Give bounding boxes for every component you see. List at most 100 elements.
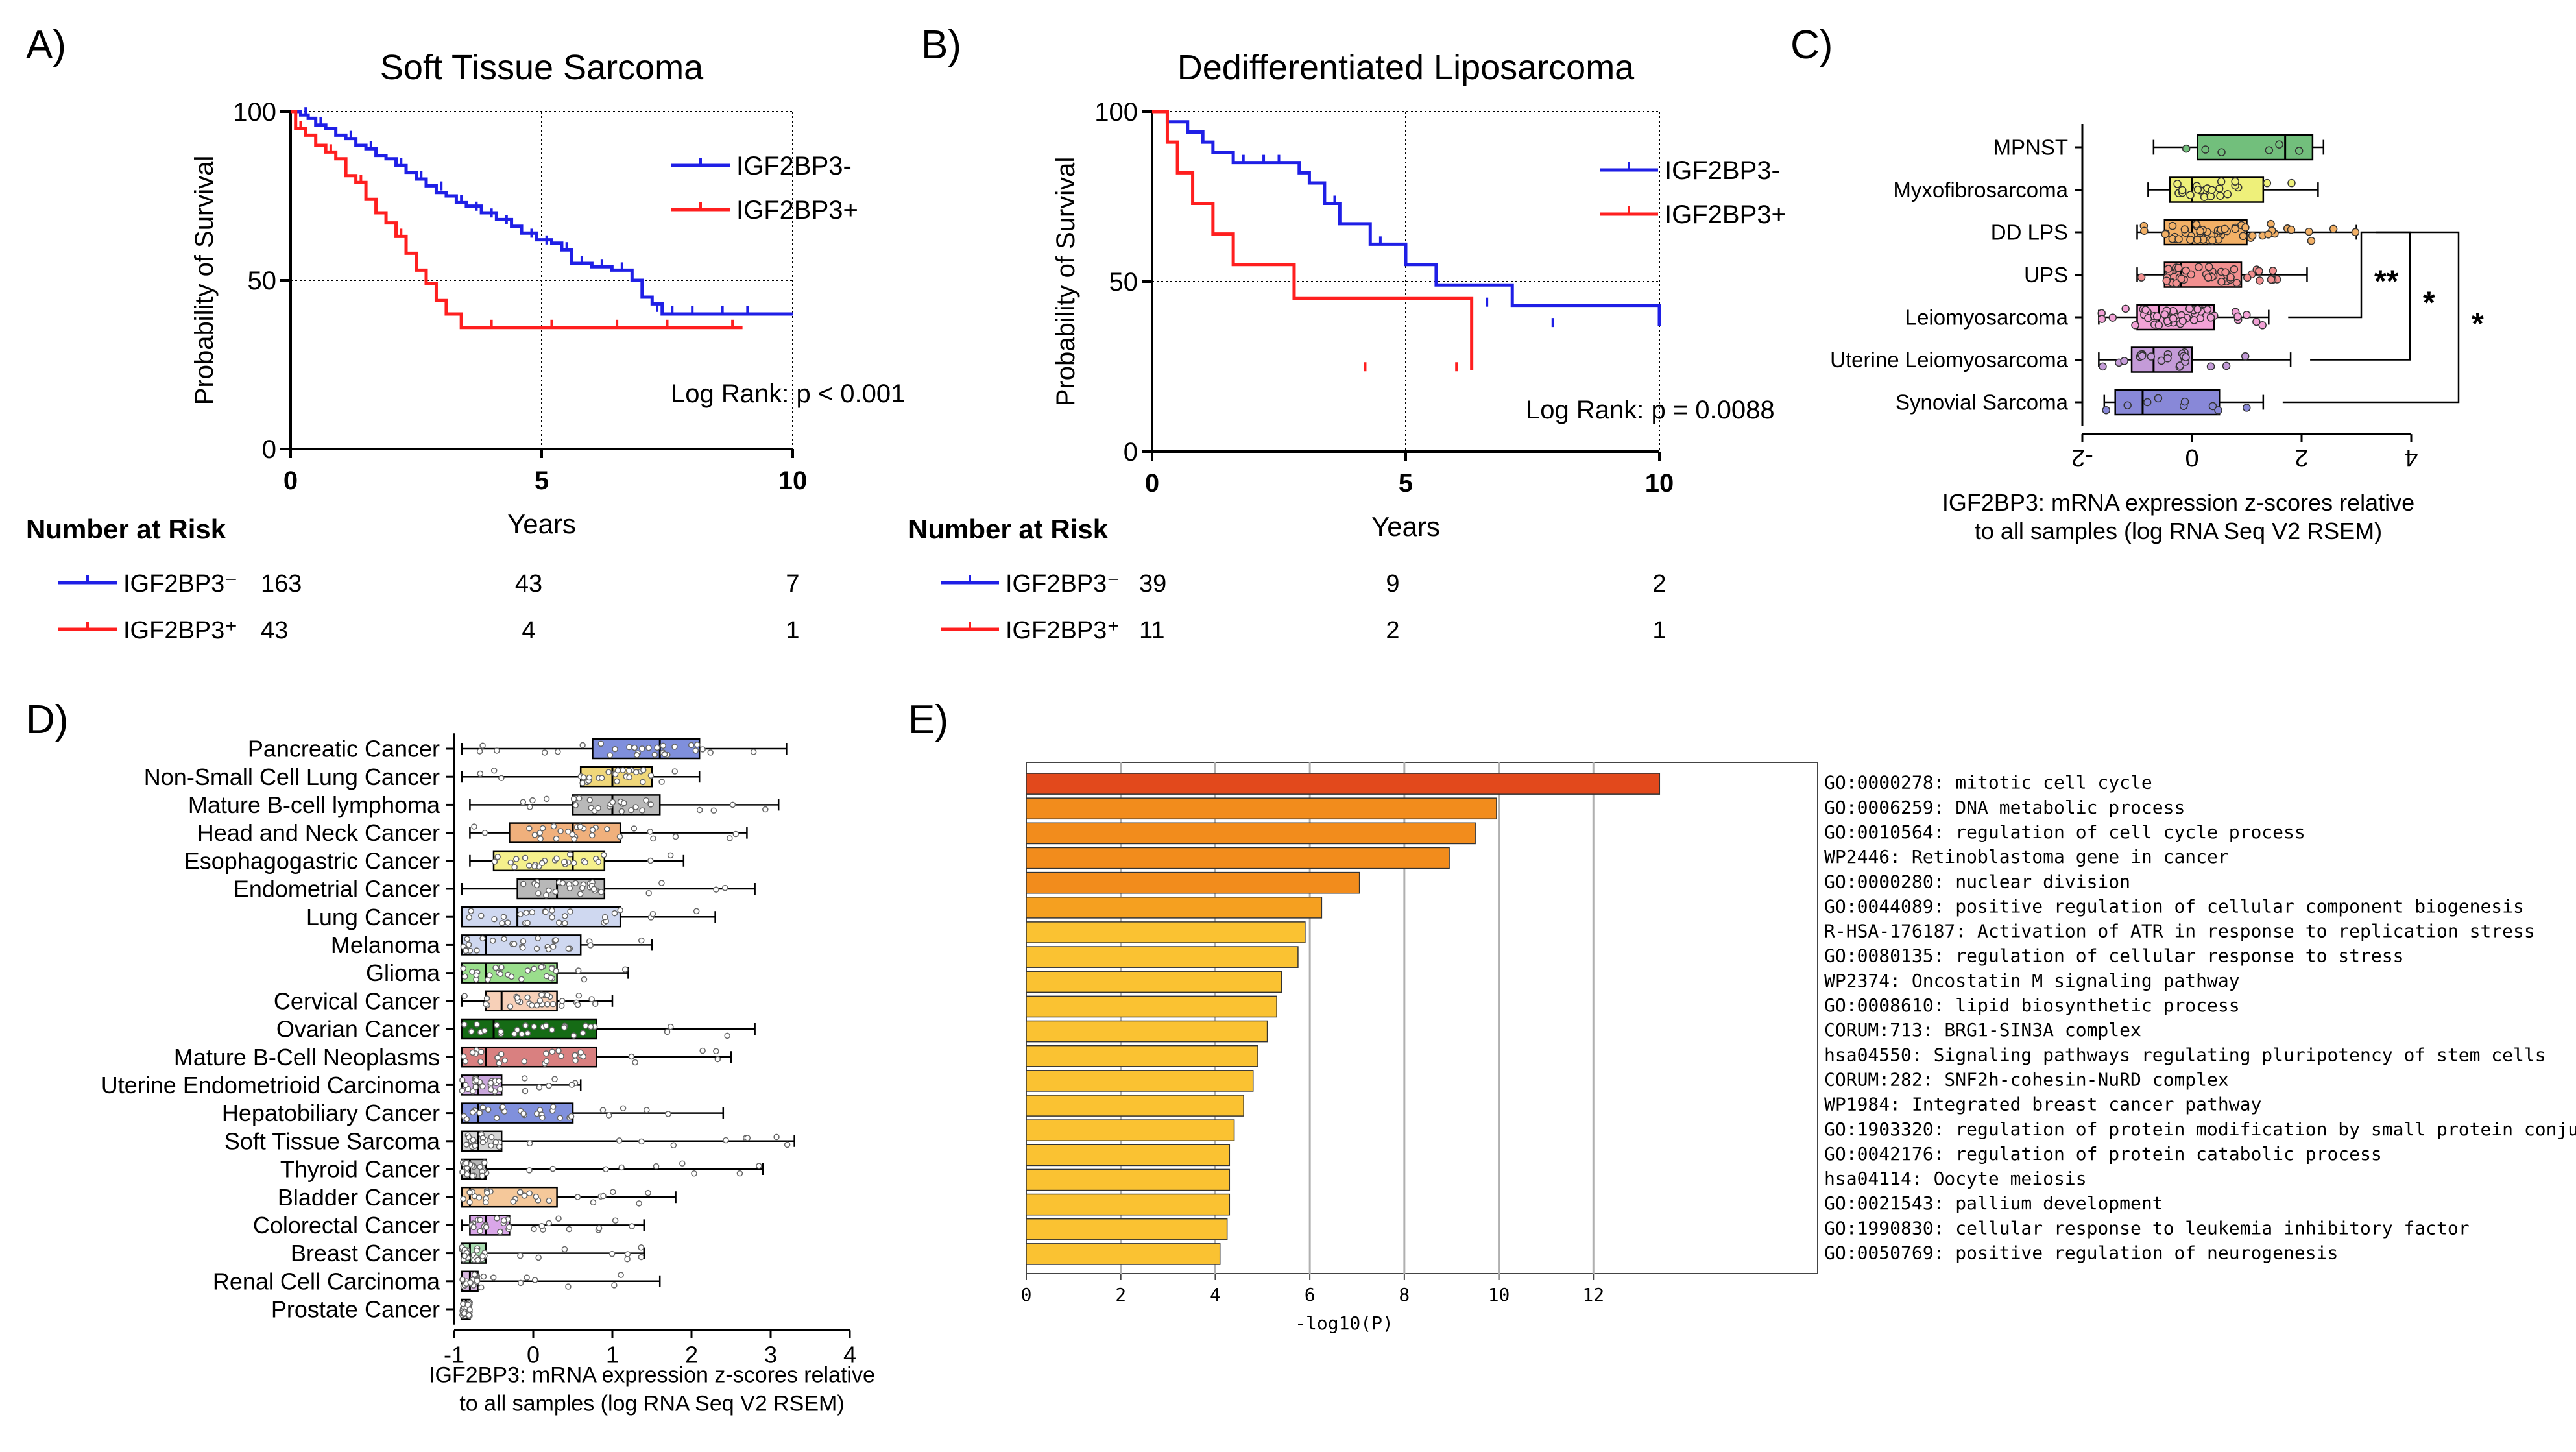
data-point	[744, 1135, 751, 1141]
data-point	[524, 1030, 531, 1037]
risk-row-label: IGF2BP3⁻	[123, 570, 237, 598]
data-point	[2143, 398, 2152, 407]
data-point	[531, 832, 538, 838]
data-point	[614, 778, 620, 785]
data-point	[2174, 263, 2183, 272]
data-point	[614, 767, 621, 774]
panel-d: D) -1 0 1 2 3 4 IGF2BP3: mRNA expression z-scor…	[0, 688, 921, 1449]
data-point	[2182, 353, 2190, 361]
data-point	[524, 919, 531, 926]
data-point	[2351, 228, 2360, 237]
bar-label: hsa04114: Oocyte meiosis	[1824, 1168, 2087, 1189]
data-point	[639, 807, 645, 814]
bar-label: CORUM:713: BRG1-SIN3A complex	[1824, 1019, 2141, 1041]
data-point	[597, 889, 605, 895]
bar-14	[1026, 1119, 1235, 1141]
data-point	[535, 890, 542, 897]
data-point	[488, 1142, 494, 1149]
data-point	[651, 751, 658, 758]
data-point	[2252, 317, 2261, 326]
data-point	[600, 1192, 607, 1200]
data-point	[469, 969, 475, 975]
data-point	[460, 1196, 466, 1202]
y-axis-label: Probability of Survival	[1052, 157, 1080, 407]
data-point	[479, 1139, 487, 1146]
log-rank-annotation: Log Rank: p < 0.001	[671, 380, 905, 408]
data-point	[539, 1115, 546, 1121]
category-label-breast-cancer: Breast Cancer	[291, 1240, 440, 1266]
data-point	[575, 967, 582, 974]
data-point	[2226, 273, 2235, 282]
data-point	[536, 830, 543, 836]
bar-10	[1026, 1020, 1268, 1043]
bar-label: GO:0050769: positive regulation of neuro…	[1824, 1242, 2338, 1264]
data-point	[2222, 361, 2231, 370]
data-point	[461, 1053, 467, 1060]
data-point	[522, 1087, 529, 1095]
data-point	[571, 836, 577, 843]
data-point	[2182, 266, 2190, 275]
data-point	[549, 914, 555, 921]
data-point	[477, 1228, 483, 1235]
data-point	[587, 1023, 594, 1030]
data-point	[2239, 232, 2247, 241]
risk-count: 1	[786, 617, 799, 644]
x-tick-label: 0	[1145, 469, 1159, 498]
bar-label: GO:1990830: cellular response to leukemi…	[1824, 1217, 2470, 1239]
x-tick-label: 0	[1021, 1284, 1032, 1305]
data-point	[713, 1048, 719, 1055]
data-point	[699, 746, 706, 753]
data-point	[559, 880, 566, 887]
risk-count: 7	[786, 570, 799, 598]
category-label-leiomyosarcoma: Leiomyosarcoma	[1905, 306, 2069, 330]
data-point	[474, 947, 480, 954]
data-point	[572, 1052, 579, 1059]
data-point	[672, 833, 679, 840]
data-point	[616, 1137, 623, 1144]
data-point	[520, 1110, 527, 1117]
data-point	[477, 1163, 483, 1170]
data-point	[521, 1058, 527, 1065]
x-tick-label: 4	[843, 1341, 856, 1368]
risk-count: 1	[1652, 617, 1666, 644]
bar-13	[1026, 1095, 1244, 1117]
data-point	[727, 835, 733, 841]
data-point	[2162, 276, 2171, 285]
chart-title: Dedifferentiated Liposarcoma	[1177, 48, 1635, 87]
significance-bracket	[2288, 231, 2376, 319]
data-point	[459, 1087, 466, 1094]
data-point	[538, 964, 545, 971]
data-point	[566, 851, 573, 858]
data-point	[501, 1217, 507, 1224]
data-point	[2287, 225, 2296, 234]
risk-count: 163	[261, 570, 302, 598]
data-point	[497, 971, 504, 977]
bar-label: GO:0080135: regulation of cellular respo…	[1824, 945, 2403, 967]
data-point	[638, 745, 645, 752]
data-point	[521, 1075, 528, 1082]
y-tick-label: 100	[1094, 98, 1138, 127]
data-point	[498, 1050, 505, 1058]
data-point	[479, 1172, 486, 1180]
category-label-hepatobiliary-cancer: Hepatobiliary Cancer	[222, 1100, 440, 1126]
data-point	[558, 1053, 564, 1059]
data-point	[601, 851, 607, 858]
data-point	[658, 779, 665, 785]
data-point	[538, 1223, 545, 1229]
data-point	[670, 1142, 677, 1149]
data-point	[2180, 397, 2189, 406]
data-point	[2178, 317, 2187, 325]
bar-label: GO:0010564: regulation of cell cycle pro…	[1824, 821, 2305, 843]
category-label-soft-tissue-sarcoma: Soft Tissue Sarcoma	[224, 1128, 440, 1154]
data-point	[492, 1139, 499, 1146]
data-point	[557, 1115, 564, 1121]
data-point	[550, 1104, 557, 1110]
data-point	[466, 914, 473, 921]
data-point	[463, 1141, 470, 1148]
data-point	[560, 858, 568, 865]
bar-label: R-HSA-176187: Activation of ATR in respo…	[1824, 921, 2535, 942]
data-point	[487, 1086, 494, 1093]
data-point	[582, 1022, 589, 1029]
data-point	[524, 967, 531, 974]
data-point	[470, 1109, 476, 1116]
